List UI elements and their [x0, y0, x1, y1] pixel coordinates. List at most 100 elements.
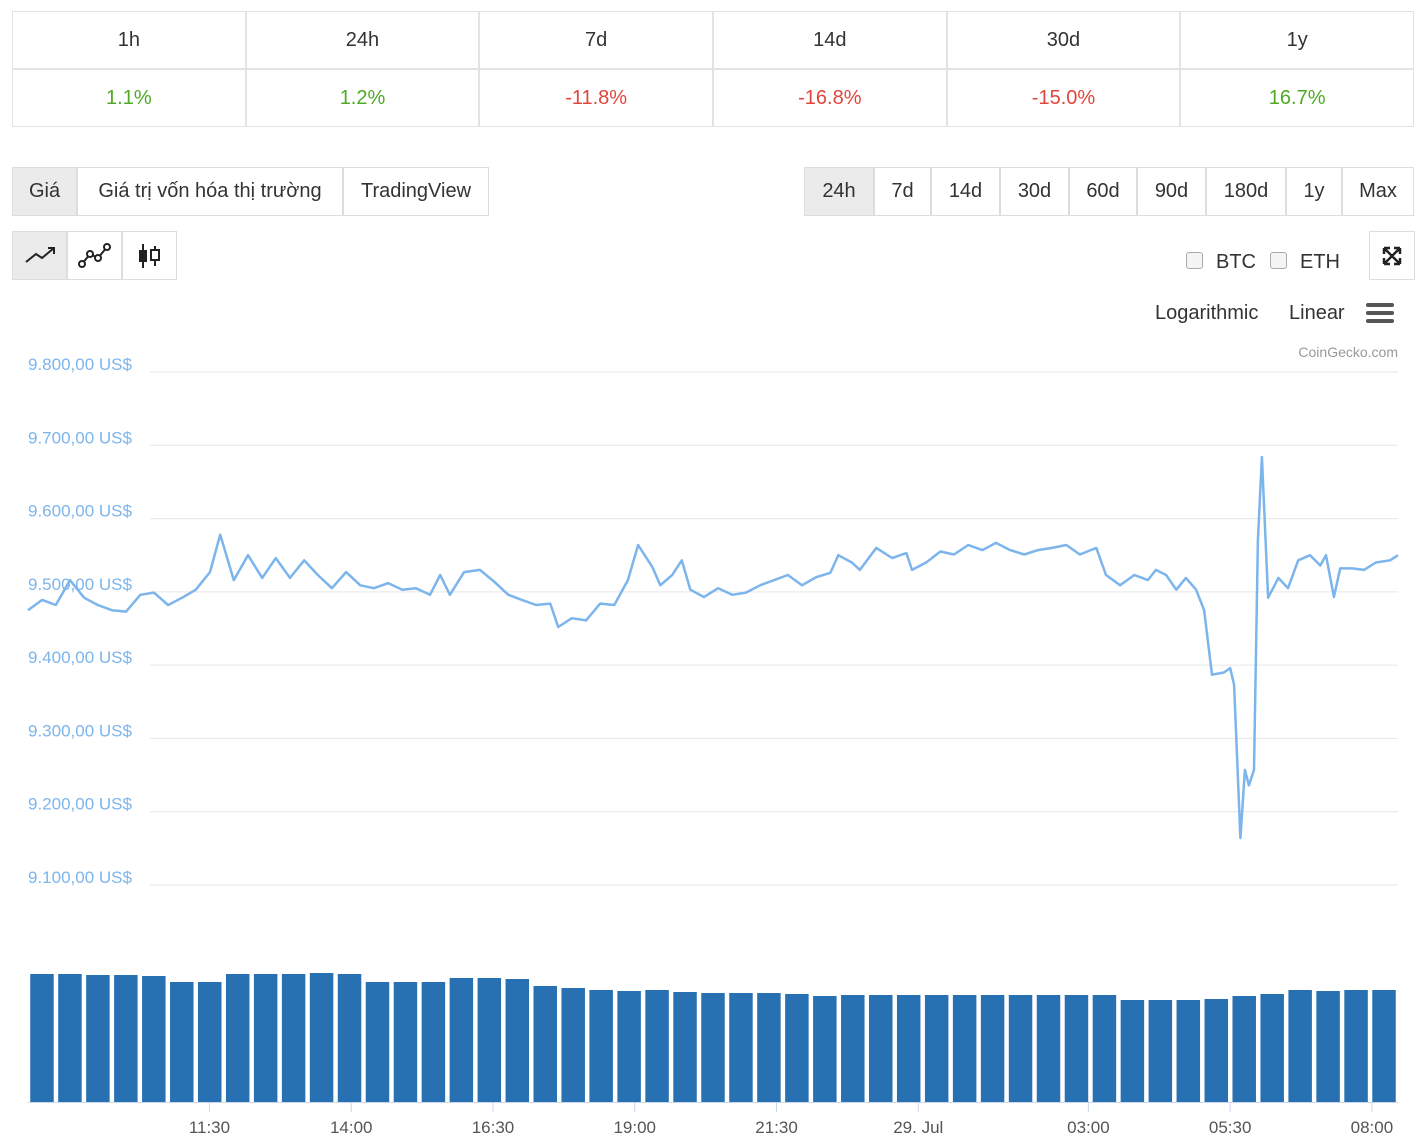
- checkbox[interactable]: [1186, 252, 1203, 269]
- volume-bar: [1316, 991, 1340, 1102]
- icon: [1382, 246, 1402, 265]
- volume-bar: [589, 990, 613, 1102]
- volume-bar: [421, 982, 446, 1102]
- checkbox[interactable]: [1270, 252, 1287, 269]
- volume-bar: [952, 995, 977, 1102]
- volume-bar: [505, 979, 530, 1102]
- volume-bar: [1008, 995, 1033, 1102]
- y-tick-label: 9.800,00 US$: [28, 355, 133, 374]
- volume-bar: [30, 974, 54, 1102]
- range-button[interactable]: 60d: [1069, 167, 1137, 216]
- volume-bar: [365, 982, 390, 1102]
- volume-bar: [449, 978, 474, 1102]
- volume-bar: [980, 995, 1005, 1102]
- volume-bar: [533, 986, 557, 1102]
- x-tick-label: 16:30: [472, 1118, 515, 1137]
- volume-bar: [1120, 1000, 1145, 1102]
- volume-bar: [86, 975, 110, 1102]
- period-change: 1.2%: [245, 69, 480, 127]
- period-change: -15.0%: [946, 69, 1181, 127]
- period-label: 1y: [1180, 11, 1414, 69]
- period-label: 24h: [245, 11, 480, 69]
- volume-bar: [617, 991, 641, 1102]
- period-label: 1h: [12, 11, 246, 69]
- volume-bar: [1036, 995, 1061, 1102]
- chart-type-button[interactable]: [12, 231, 67, 280]
- volume-bar: [785, 994, 809, 1102]
- fullscreen-button[interactable]: [1369, 231, 1415, 280]
- range-button[interactable]: 24h: [804, 167, 874, 216]
- period-change: -11.8%: [479, 69, 713, 127]
- volume-bar: [1344, 990, 1368, 1102]
- period-change: -16.8%: [713, 69, 947, 127]
- volume-bar: [1092, 995, 1117, 1102]
- volume-bar: [813, 996, 837, 1102]
- period-change: 1.1%: [12, 69, 246, 127]
- icon: [1366, 303, 1394, 323]
- range-button[interactable]: Max: [1342, 167, 1414, 216]
- range-button[interactable]: 30d: [1000, 167, 1069, 216]
- view-tab[interactable]: Giá trị vốn hóa thị trường: [77, 167, 343, 216]
- y-tick-label: 9.200,00 US$: [28, 795, 133, 814]
- checkbox-label[interactable]: ETH: [1300, 251, 1340, 273]
- chart-type-button[interactable]: [122, 231, 177, 280]
- scale-option[interactable]: Linear: [1289, 302, 1345, 324]
- x-tick-label: 05:30: [1209, 1118, 1252, 1137]
- volume-bar: [477, 978, 502, 1102]
- volume-bar: [869, 995, 893, 1102]
- icon: [24, 246, 55, 263]
- credit: CoinGecko.com: [1298, 344, 1398, 360]
- icon: [77, 242, 111, 268]
- y-tick-label: 9.600,00 US$: [28, 502, 133, 521]
- x-tick-label: 08:00: [1351, 1118, 1394, 1137]
- x-tick-label: 21:30: [755, 1118, 798, 1137]
- volume-bar: [1204, 999, 1229, 1102]
- x-tick-label: 03:00: [1067, 1118, 1110, 1137]
- y-tick-label: 9.700,00 US$: [28, 428, 133, 447]
- volume-bar: [170, 982, 194, 1102]
- volume-bar: [757, 993, 781, 1102]
- volume-bar: [393, 982, 418, 1102]
- icon: [138, 243, 160, 268]
- volume-bar: [841, 995, 865, 1102]
- menu-button[interactable]: [1366, 302, 1396, 324]
- volume-bar: [253, 974, 278, 1102]
- y-tick-label: 9.100,00 US$: [28, 868, 133, 887]
- range-button[interactable]: 1y: [1286, 167, 1342, 216]
- volume-bar: [896, 995, 921, 1102]
- range-button[interactable]: 90d: [1137, 167, 1206, 216]
- y-tick-label: 9.500,00 US$: [28, 575, 133, 594]
- volume-bar: [1232, 996, 1256, 1102]
- range-button[interactable]: 7d: [874, 167, 931, 216]
- range-button[interactable]: 14d: [931, 167, 1000, 216]
- volume-bar: [924, 995, 949, 1102]
- volume-bar: [309, 973, 334, 1102]
- volume-bar: [701, 993, 725, 1102]
- volume-bar: [673, 992, 697, 1102]
- period-change: 16.7%: [1180, 69, 1414, 127]
- volume-bar: [337, 974, 362, 1102]
- volume-bar: [225, 974, 250, 1102]
- y-tick-label: 9.400,00 US$: [28, 648, 133, 667]
- x-tick-label: 14:00: [330, 1118, 373, 1137]
- chart-type-button[interactable]: [67, 231, 122, 280]
- scale-option[interactable]: Logarithmic: [1155, 302, 1259, 324]
- period-label: 14d: [713, 11, 947, 69]
- volume-bar: [1176, 1000, 1201, 1102]
- checkbox-label[interactable]: BTC: [1216, 251, 1256, 273]
- volume-bar: [645, 990, 669, 1102]
- volume-bar: [1148, 1000, 1173, 1102]
- volume-bar: [281, 974, 306, 1102]
- view-tab[interactable]: TradingView: [343, 167, 489, 216]
- period-label: 30d: [946, 11, 1181, 69]
- view-tab[interactable]: Giá: [12, 167, 77, 216]
- range-button[interactable]: 180d: [1206, 167, 1286, 216]
- volume-bar: [142, 976, 166, 1102]
- volume-bar: [58, 974, 82, 1102]
- period-label: 7d: [479, 11, 713, 69]
- volume-bar: [1260, 994, 1284, 1102]
- volume-bar: [114, 975, 138, 1102]
- volume-bar: [1372, 990, 1396, 1102]
- volume-bar: [1064, 995, 1089, 1102]
